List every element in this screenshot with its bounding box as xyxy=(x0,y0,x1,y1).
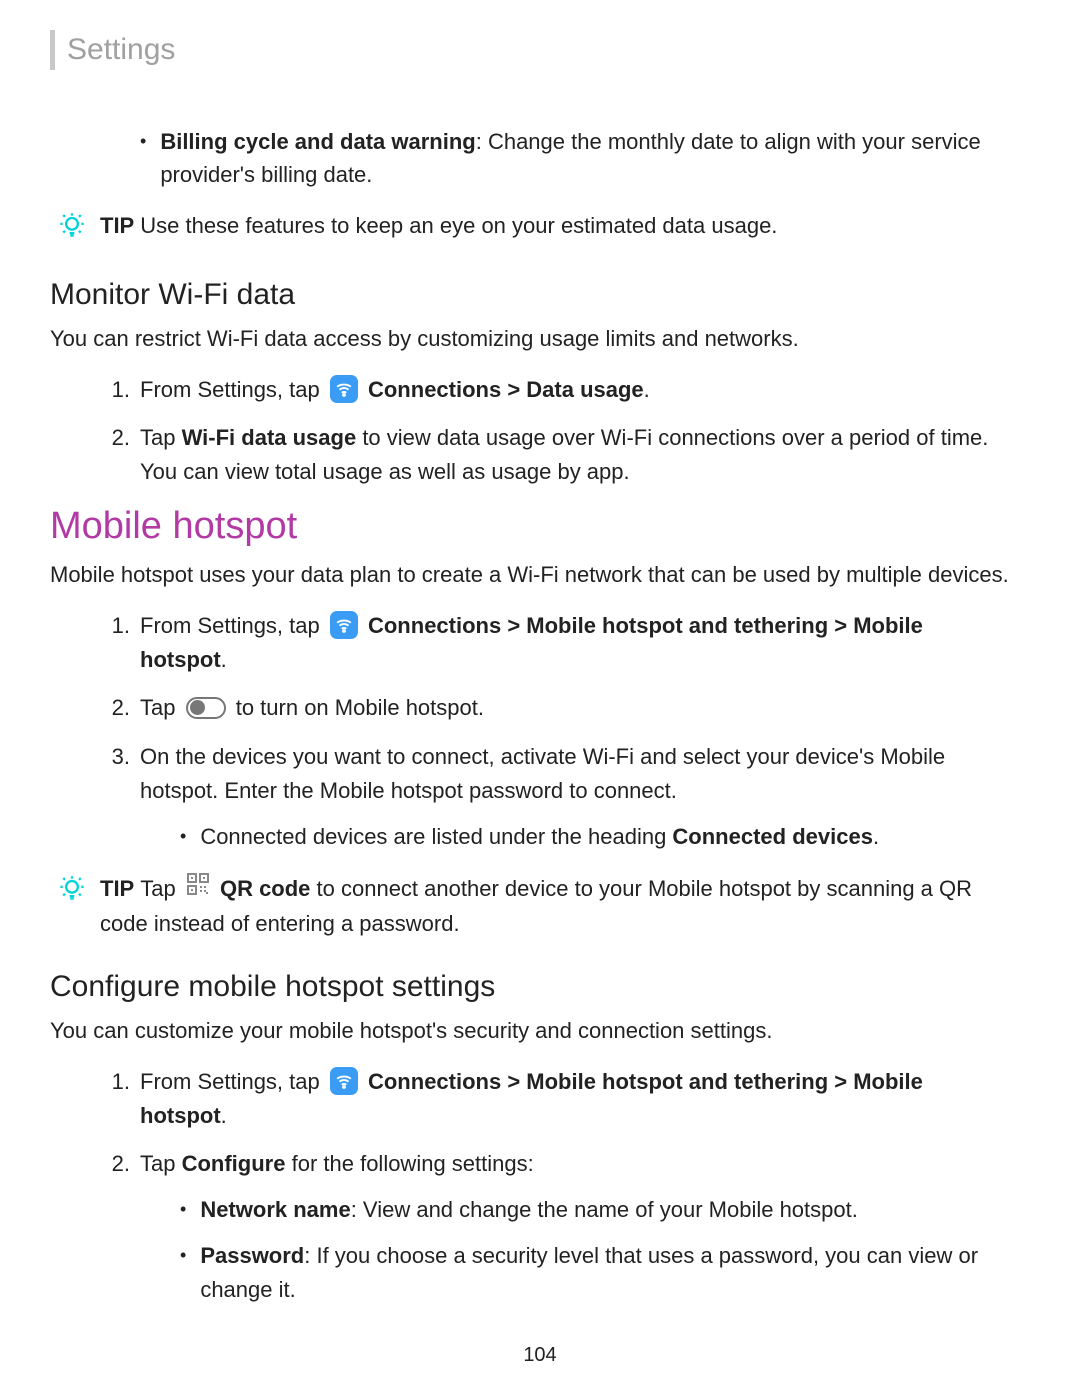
sub-rest: : View and change the name of your Mobil… xyxy=(351,1197,858,1222)
header-accent-bar xyxy=(50,30,55,70)
step-number: 1. xyxy=(100,373,130,407)
bullet-dot-icon: • xyxy=(180,1193,186,1227)
step-text-pre: From Settings, tap xyxy=(140,613,326,638)
config-step-2: 2. Tap Configure for the following setti… xyxy=(100,1147,1010,1311)
tip-data-usage: TIPUse these features to keep an eye on … xyxy=(58,209,1010,248)
config-steps: 1. From Settings, tap Connections > Mobi… xyxy=(100,1065,1010,1312)
step-body: From Settings, tap Connections > Mobile … xyxy=(140,609,1010,677)
step-text-pre: Tap xyxy=(140,695,182,720)
page-header: Settings xyxy=(50,30,1010,70)
step-text-post: . xyxy=(221,1103,227,1128)
wifi-step-2: 2. Tap Wi-Fi data usage to view data usa… xyxy=(100,421,1010,489)
tip-text: TIPTap QR code to connect another device… xyxy=(100,872,1010,940)
step-text-post: . xyxy=(644,377,650,402)
sub-bold: Password xyxy=(200,1243,304,1268)
step-text-pre: Tap xyxy=(140,1151,182,1176)
hotspot-step-1: 1. From Settings, tap Connections > Mobi… xyxy=(100,609,1010,677)
bullet-dot-icon: • xyxy=(140,125,146,191)
step-text: On the devices you want to connect, acti… xyxy=(140,744,945,803)
hotspot-steps: 1. From Settings, tap Connections > Mobi… xyxy=(100,609,1010,858)
tip-qr-code: TIPTap QR code to connect another device… xyxy=(58,872,1010,940)
step-body: Tap Wi-Fi data usage to view data usage … xyxy=(140,421,1010,489)
step-bold-label: Wi-Fi data usage xyxy=(182,425,357,450)
bullet-bold-label: Billing cycle and data warning xyxy=(160,129,475,154)
tip-label: TIP xyxy=(100,876,134,901)
config-intro: You can customize your mobile hotspot's … xyxy=(50,1014,1010,1047)
wifi-intro: You can restrict Wi-Fi data access by cu… xyxy=(50,322,1010,355)
hotspot-step-2: 2. Tap to turn on Mobile hotspot. xyxy=(100,691,1010,725)
step-text-pre: Tap xyxy=(140,425,182,450)
sub-text-pre: Connected devices are listed under the h… xyxy=(200,824,672,849)
step-number: 2. xyxy=(100,421,130,455)
step-number: 2. xyxy=(100,1147,130,1181)
step-text-pre: From Settings, tap xyxy=(140,1069,326,1094)
step-text-post: for the following settings: xyxy=(285,1151,533,1176)
sub-bold: Connected devices xyxy=(672,824,873,849)
config-sub-network: • Network name: View and change the name… xyxy=(180,1193,1010,1227)
step-bold-label: Configure xyxy=(182,1151,286,1176)
tip-bold: QR code xyxy=(220,876,310,901)
page-number: 104 xyxy=(0,1344,1080,1367)
sub-text-post: . xyxy=(873,824,879,849)
heading-monitor-wifi: Monitor Wi-Fi data xyxy=(50,278,1010,312)
tip-label: TIP xyxy=(100,213,134,238)
step-text-pre: From Settings, tap xyxy=(140,377,326,402)
wifi-steps: 1. From Settings, tap Connections > Data… xyxy=(100,373,1010,489)
bullet-text: Billing cycle and data warning: Change t… xyxy=(160,125,1010,191)
step-text-post: . xyxy=(221,647,227,672)
bullet-dot-icon: • xyxy=(180,820,186,854)
connections-icon xyxy=(330,1067,358,1095)
hotspot-step3-sub: • Connected devices are listed under the… xyxy=(180,820,1010,854)
step-number: 2. xyxy=(100,691,130,725)
step-number: 1. xyxy=(100,609,130,643)
tip-body: Use these features to keep an eye on you… xyxy=(140,213,777,238)
qr-code-icon xyxy=(186,872,210,905)
step-body: From Settings, tap Connections > Data us… xyxy=(140,373,1010,407)
heading-configure-hotspot: Configure mobile hotspot settings xyxy=(50,970,1010,1004)
sub-text: Network name: View and change the name o… xyxy=(200,1193,858,1227)
config-step-1: 1. From Settings, tap Connections > Mobi… xyxy=(100,1065,1010,1133)
hotspot-intro: Mobile hotspot uses your data plan to cr… xyxy=(50,558,1010,591)
step-text-post: to turn on Mobile hotspot. xyxy=(230,695,484,720)
heading-mobile-hotspot: Mobile hotspot xyxy=(50,505,1010,548)
bullet-billing-cycle: • Billing cycle and data warning: Change… xyxy=(140,125,1010,191)
tip-text: TIPUse these features to keep an eye on … xyxy=(100,209,1010,242)
step-number: 3. xyxy=(100,740,130,774)
step-body: Tap to turn on Mobile hotspot. xyxy=(140,691,1010,725)
lightbulb-icon xyxy=(58,211,86,248)
step-body: From Settings, tap Connections > Mobile … xyxy=(140,1065,1010,1133)
step-body: On the devices you want to connect, acti… xyxy=(140,740,1010,858)
config-sub-password: • Password: If you choose a security lev… xyxy=(180,1239,1010,1307)
sub-rest: : If you choose a security level that us… xyxy=(200,1243,978,1302)
bullet-dot-icon: • xyxy=(180,1239,186,1307)
header-title: Settings xyxy=(67,33,175,67)
sub-text: Password: If you choose a security level… xyxy=(200,1239,1010,1307)
toggle-off-icon xyxy=(186,697,226,719)
hotspot-step-3: 3. On the devices you want to connect, a… xyxy=(100,740,1010,858)
step-bold-path: Connections > Data usage xyxy=(368,377,644,402)
step-number: 1. xyxy=(100,1065,130,1099)
step-body: Tap Configure for the following settings… xyxy=(140,1147,1010,1311)
sub-text: Connected devices are listed under the h… xyxy=(200,820,879,854)
connections-icon xyxy=(330,375,358,403)
wifi-step-1: 1. From Settings, tap Connections > Data… xyxy=(100,373,1010,407)
tip-pre: Tap xyxy=(140,876,182,901)
sub-bold: Network name xyxy=(200,1197,350,1222)
lightbulb-icon xyxy=(58,874,86,911)
connections-icon xyxy=(330,611,358,639)
